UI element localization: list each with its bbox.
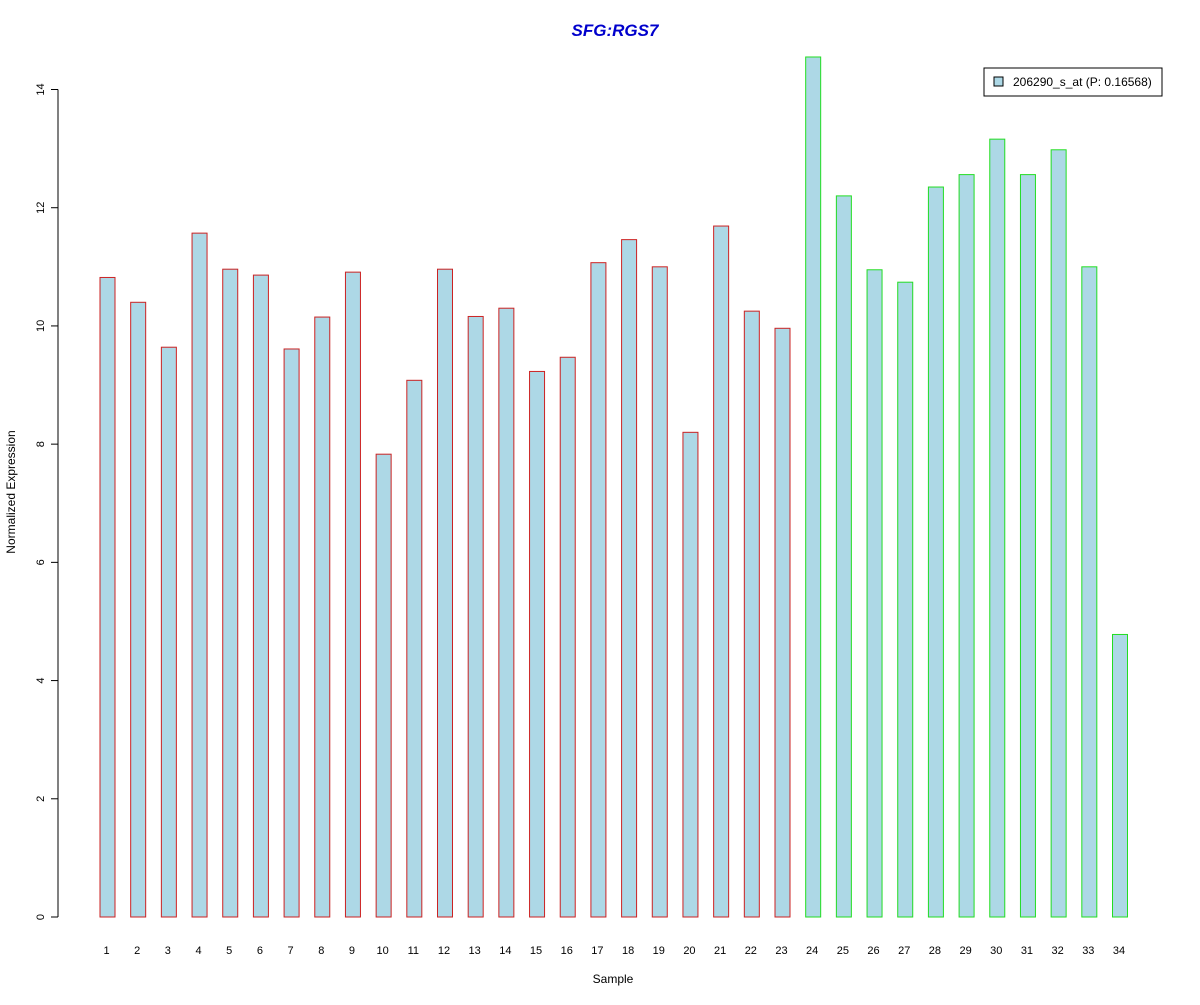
x-tick-label: 8 <box>318 945 324 957</box>
x-tick-label: 15 <box>530 945 542 957</box>
x-tick-label: 11 <box>408 945 419 957</box>
bar-19 <box>651 266 668 918</box>
x-tick-label: 25 <box>837 945 849 957</box>
x-tick-label: 22 <box>745 945 757 957</box>
x-axis-label: Sample <box>593 972 634 986</box>
x-tick-label: 20 <box>683 945 695 957</box>
y-tick-label: 0 <box>35 914 47 920</box>
y-axis-label: Normalized Expression <box>4 430 18 553</box>
bar-15 <box>529 370 546 918</box>
legend-swatch <box>993 76 1004 87</box>
x-tick-label: 24 <box>806 945 818 957</box>
x-tick-label: 31 <box>1021 945 1033 957</box>
x-tick-label: 18 <box>622 945 634 957</box>
bar-3 <box>160 346 177 918</box>
bar-1 <box>99 276 116 918</box>
bar-14 <box>498 307 515 918</box>
bar-27 <box>897 281 914 918</box>
x-tick-label: 32 <box>1052 945 1064 957</box>
x-tick-label: 12 <box>438 945 450 957</box>
x-tick-label: 5 <box>226 945 232 957</box>
x-tick-label: 13 <box>469 945 481 957</box>
y-tick-label: 2 <box>35 796 47 802</box>
bar-12 <box>437 268 453 918</box>
bar-10 <box>375 453 392 918</box>
legend-label: 206290_s_at (P: 0.16568) <box>1013 75 1152 89</box>
x-tick-labels: 1 2 3 4 5 6 7 8 9 10 11 12 13 14 15 16 17 18 19 20 21 22 23 24 2… <box>103 945 1125 957</box>
legend-box <box>983 67 1163 97</box>
y-axis: 0 2 4 6 8 10 12 14 <box>35 83 59 920</box>
bars-group <box>99 56 1128 918</box>
bar-23 <box>774 327 791 918</box>
x-tick-label: 4 <box>195 945 201 957</box>
bar-31 <box>1019 174 1036 918</box>
y-tick-label: 4 <box>35 678 47 684</box>
bar-21 <box>713 225 730 918</box>
x-tick-label: 14 <box>499 945 511 957</box>
bar-2 <box>130 301 147 918</box>
x-tick-label: 21 <box>714 945 726 957</box>
bar-30 <box>989 138 1006 918</box>
x-tick-label: 7 <box>288 945 294 957</box>
y-tick-label: 6 <box>35 559 47 565</box>
y-tick-label: 8 <box>35 441 47 447</box>
y-tick-label: 10 <box>35 320 47 332</box>
x-tick-label: 33 <box>1082 945 1094 957</box>
bar-24 <box>805 56 822 918</box>
bar-13 <box>467 315 484 918</box>
bar-8 <box>314 316 331 918</box>
chart-title: SFG:RGS7 <box>572 21 660 40</box>
x-tick-label: 27 <box>898 945 910 957</box>
bar-18 <box>621 239 638 918</box>
x-tick-label: 34 <box>1113 945 1125 957</box>
bar-29 <box>958 174 975 918</box>
legend: 206290_s_at (P: 0.16568) <box>983 67 1163 97</box>
bar-7 <box>283 348 300 918</box>
x-tick-label: 17 <box>591 945 603 957</box>
x-tick-label: 19 <box>653 945 665 957</box>
x-tick-label: 16 <box>561 945 573 957</box>
bar-22 <box>743 310 760 918</box>
x-tick-label: 28 <box>929 945 941 957</box>
x-tick-label: 6 <box>257 945 263 957</box>
x-tick-label: 1 <box>103 945 109 957</box>
bar-34 <box>1112 633 1128 918</box>
bar-28 <box>927 186 944 918</box>
x-tick-label: 29 <box>959 945 971 957</box>
bar-17 <box>590 262 607 918</box>
bar-33 <box>1081 266 1098 918</box>
x-tick-label: 26 <box>867 945 879 957</box>
bar-6 <box>252 274 269 918</box>
x-tick-label: 2 <box>134 945 140 957</box>
x-tick-label: 10 <box>377 945 389 957</box>
bar-16 <box>559 356 576 918</box>
bar-11 <box>406 379 423 918</box>
bar-26 <box>866 269 883 918</box>
bar-32 <box>1050 149 1067 918</box>
y-tick-label: 14 <box>35 83 47 95</box>
bar-25 <box>835 195 852 918</box>
x-tick-label: 3 <box>165 945 171 957</box>
bar-4 <box>191 232 208 918</box>
x-tick-label: 30 <box>990 945 1002 957</box>
bar-9 <box>344 271 361 918</box>
bar-20 <box>682 431 699 918</box>
y-tick-label: 12 <box>35 202 47 214</box>
x-tick-label: 23 <box>775 945 787 957</box>
x-tick-label: 9 <box>349 945 355 957</box>
bar-5 <box>222 268 239 918</box>
